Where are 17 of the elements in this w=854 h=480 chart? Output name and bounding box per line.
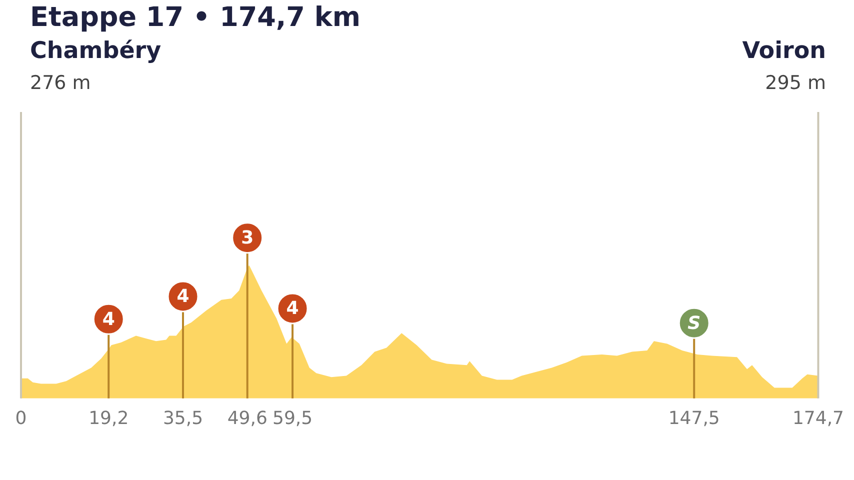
x-tick-label: 174,7 [792, 408, 844, 429]
x-tick-label: 59,5 [272, 408, 313, 429]
x-tick-label: 35,5 [162, 408, 204, 429]
annotation: 4 [102, 308, 115, 330]
annotation: 3 [241, 228, 254, 249]
x-tick-label: 49,6 [227, 408, 268, 429]
text: 295 m [765, 72, 826, 94]
annotation: 4 [286, 298, 299, 320]
annotation: S [688, 312, 701, 334]
annotation: 4 [176, 286, 190, 308]
text: Chambéry [30, 38, 162, 64]
text: 276 m [30, 72, 91, 94]
x-tick-label: 0 [15, 408, 27, 429]
text: Voiron [742, 38, 826, 64]
x-tick-label: 19,2 [88, 408, 129, 429]
chart-title: Etappe 17 • 174,7 km [30, 2, 360, 33]
x-tick-label: 147,5 [668, 408, 720, 429]
